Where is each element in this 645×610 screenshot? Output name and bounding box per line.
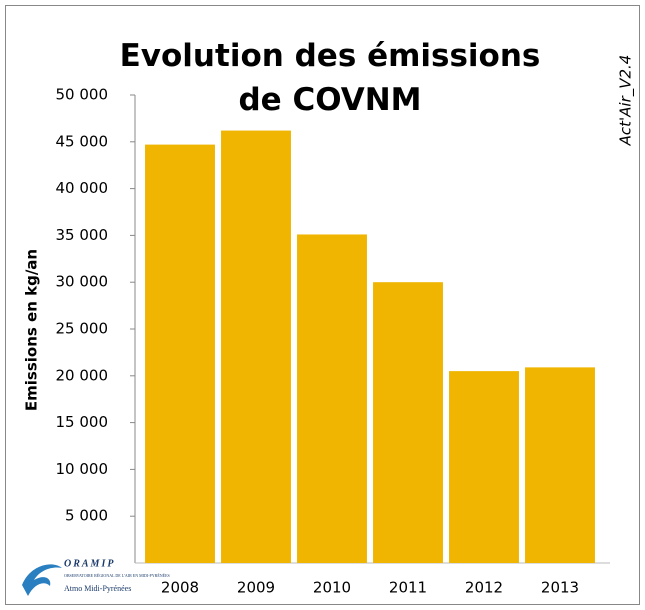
bar bbox=[525, 367, 595, 563]
y-tick-label: 30 000 bbox=[56, 273, 109, 291]
logo-tagline: Atmo Midi-Pyrénées bbox=[64, 584, 131, 593]
bar bbox=[373, 282, 443, 563]
y-tick-label: 40 000 bbox=[56, 179, 109, 197]
watermark: Act'Air_V2.4 bbox=[617, 55, 636, 147]
y-tick-label: 20 000 bbox=[56, 366, 109, 384]
x-tick-label: 2013 bbox=[541, 579, 579, 597]
logo-name: ORAMIP bbox=[64, 558, 115, 569]
logo: ORAMIP OBSERVATOIRE RÉGIONAL DE L'AIR EN… bbox=[22, 558, 170, 596]
y-tick-label: 25 000 bbox=[56, 320, 109, 338]
y-tick-label: 5 000 bbox=[65, 507, 108, 525]
y-tick-label: 10 000 bbox=[56, 460, 109, 478]
y-tick-label: 35 000 bbox=[56, 226, 109, 244]
y-axis-label: Emissions en kg/an bbox=[23, 249, 41, 411]
x-tick-label: 2012 bbox=[465, 579, 503, 597]
x-tick-label: 2010 bbox=[313, 579, 351, 597]
y-tick-label: 15 000 bbox=[56, 413, 109, 431]
bar bbox=[221, 130, 291, 563]
logo-subtitle: OBSERVATOIRE RÉGIONAL DE L'AIR EN MIDI-P… bbox=[64, 573, 170, 578]
bar bbox=[145, 144, 215, 563]
x-tick-label: 2009 bbox=[237, 579, 275, 597]
bar bbox=[449, 371, 519, 563]
logo-icon bbox=[22, 564, 62, 596]
y-tick-label: 50 000 bbox=[56, 86, 109, 104]
x-tick-label: 2011 bbox=[389, 579, 427, 597]
chart-title: Evolution des émissions de COVNM bbox=[119, 38, 541, 118]
bar bbox=[297, 234, 367, 564]
x-tick-label: 2008 bbox=[161, 579, 199, 597]
y-tick-label: 45 000 bbox=[56, 132, 109, 150]
